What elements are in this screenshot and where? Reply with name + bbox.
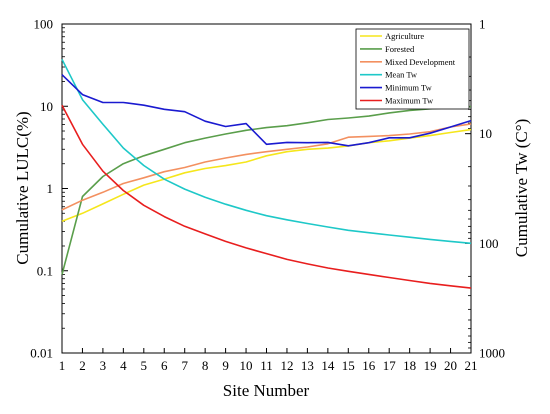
legend-label-mixed-development: Mixed Development — [385, 57, 456, 67]
x-tick-label: 9 — [222, 358, 229, 373]
x-tick-label: 1 — [59, 358, 66, 373]
series-layer — [61, 58, 472, 289]
y2-tick-label: 1 — [479, 17, 486, 32]
legend-label-forested: Forested — [385, 44, 415, 54]
x-tick-label: 19 — [424, 358, 437, 373]
x-tick-label: 15 — [342, 358, 355, 373]
series-line-minimum-tw — [61, 74, 472, 147]
y-tick-label: 10 — [40, 99, 53, 114]
x-tick-label: 3 — [100, 358, 107, 373]
y-tick-label: 100 — [34, 17, 54, 32]
x-tick-label: 7 — [181, 358, 188, 373]
y2-axis-title: Cumulative Tw (C°) — [512, 119, 531, 257]
x-tick-label: 2 — [79, 358, 86, 373]
series-line-forested — [61, 105, 472, 275]
legend: Agriculture Forested Mixed Development Mean… — [355, 28, 470, 110]
x-tick-label: 17 — [383, 358, 397, 373]
x-tick-label: 4 — [120, 358, 127, 373]
series-line-maximum-tw — [61, 104, 472, 289]
x-tick-label: 21 — [465, 358, 478, 373]
x-tick-label: 10 — [240, 358, 253, 373]
x-tick-label: 14 — [321, 358, 335, 373]
x-tick-label: 13 — [301, 358, 314, 373]
x-tick-label: 20 — [444, 358, 457, 373]
legend-label-mean-tw: Mean Tw — [385, 70, 418, 80]
y2-tick-label: 1000 — [479, 346, 505, 361]
x-tick-label: 12 — [280, 358, 293, 373]
series-line-mean-tw — [61, 58, 472, 245]
legend-label-maximum-tw: Maximum Tw — [385, 96, 434, 106]
y-tick-label: 0.1 — [37, 263, 53, 278]
legend-box — [355, 28, 470, 110]
x-tick-label: 5 — [141, 358, 148, 373]
y2-tick-label: 100 — [479, 236, 499, 251]
series-line-mixed-development — [61, 123, 472, 211]
series-line-agriculture — [61, 128, 472, 222]
x-tick-label: 11 — [260, 358, 273, 373]
x-tick-label: 18 — [403, 358, 416, 373]
legend-label-minimum-tw: Minimum Tw — [385, 83, 433, 93]
x-axis-title: Site Number — [223, 381, 310, 400]
y2-tick-label: 10 — [479, 126, 492, 141]
x-tick-label: 8 — [202, 358, 209, 373]
y-tick-label: 1 — [47, 181, 54, 196]
y-axis-title: Cumulative LULC(%) — [13, 111, 32, 264]
y-tick-label: 0.01 — [30, 346, 53, 361]
axis-ticks: 1 2 3 4 5 6 7 8 9 10 11 12 13 14 15 16 17 18 19 20 210.010.1… — [30, 17, 505, 374]
x-tick-label: 6 — [161, 358, 168, 373]
legend-label-agriculture: Agriculture — [385, 31, 424, 41]
x-tick-label: 16 — [362, 358, 376, 373]
